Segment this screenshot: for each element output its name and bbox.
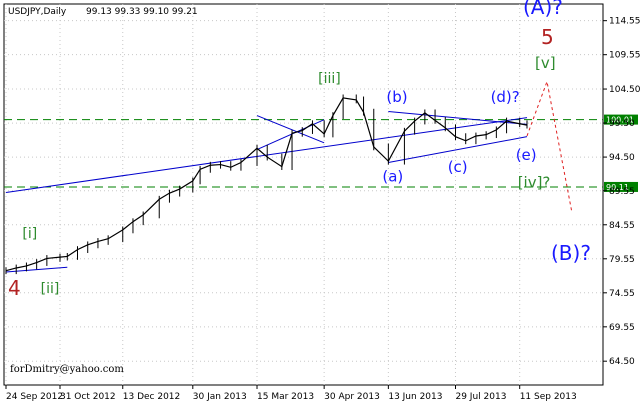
- y-tick-label: 64.50: [609, 357, 635, 367]
- trendline: [388, 136, 528, 164]
- forecast-line: [526, 79, 573, 213]
- wave-label: [iii]: [318, 71, 341, 87]
- wave-label: (a): [382, 168, 403, 186]
- x-tick-label: 30 Apr 2013: [324, 392, 380, 402]
- price-series: [5, 94, 528, 275]
- wave-labels: [i] [ii] 4 [iii] (b) (a) (c) (d)? (e) [iv]? [v] 5 (A…: [8, 0, 591, 300]
- x-tick-label: 13 Jun 2013: [388, 392, 442, 402]
- x-tick-label: 13 Dec 2012: [123, 392, 181, 402]
- wave-label: (B)?: [551, 241, 591, 265]
- plot-background: [3, 3, 604, 386]
- chart-header-symbol: USDJPY,Daily: [8, 7, 67, 17]
- wave-label: [v]: [535, 54, 556, 72]
- credit-text: forDmitry@yahoo.com: [10, 364, 124, 375]
- trendline: [388, 110, 528, 125]
- wave-label: (e): [516, 146, 537, 164]
- trendline: [256, 115, 325, 144]
- level-label: 90.11: [606, 183, 629, 192]
- wave-label: [i]: [22, 226, 37, 242]
- y-tick-label: 69.55: [609, 323, 635, 333]
- y-tick-label: 114.55: [609, 17, 641, 27]
- wave-label: [ii]: [41, 281, 60, 297]
- trendlines: [5, 110, 528, 273]
- wave-label: (d)?: [491, 88, 520, 106]
- y-tick-label: 99.50: [609, 119, 635, 129]
- y-tick-label: 94.50: [609, 153, 635, 163]
- level-label-box: [604, 114, 638, 125]
- x-tick-label: 31 Oct 2012: [60, 392, 116, 402]
- y-tick-label: 74.55: [609, 289, 635, 299]
- x-tick-label: 24 Sep 2012: [6, 392, 63, 402]
- level-label-box: [604, 181, 638, 192]
- x-tick-label: 11 Sep 2013: [520, 392, 577, 402]
- y-tick-label: 89.55: [609, 187, 635, 197]
- y-tick-label: 104.50: [609, 85, 641, 95]
- y-tick-label: 84.55: [609, 221, 635, 231]
- wave-label: (c): [448, 158, 468, 176]
- x-tick-label: 30 Jan 2013: [193, 392, 247, 402]
- trendline: [5, 117, 528, 193]
- wave-label: 4: [8, 276, 21, 300]
- y-tick-label: 79.55: [609, 255, 635, 265]
- x-tick-label: 29 Jul 2013: [455, 392, 506, 402]
- price-line: [5, 97, 528, 272]
- level-label: 100.01: [606, 116, 634, 125]
- wave-label: [iv]?: [518, 174, 551, 192]
- y-axis: 114.55 109.55 104.50 99.50 94.50 89.55 84.55 79…: [603, 17, 641, 367]
- x-tick-label: 15 Mar 2013: [257, 392, 314, 402]
- wave-label: (b): [386, 88, 407, 106]
- y-tick-label: 109.55: [609, 51, 641, 61]
- forecast-path: [526, 79, 573, 213]
- wave-label: 5: [541, 25, 554, 49]
- horizontal-levels: 100.01 90.11: [4, 114, 638, 192]
- chart-header-ohlc: 99.13 99.33 99.10 99.21: [86, 7, 198, 17]
- wave-label: (A)?: [523, 0, 563, 19]
